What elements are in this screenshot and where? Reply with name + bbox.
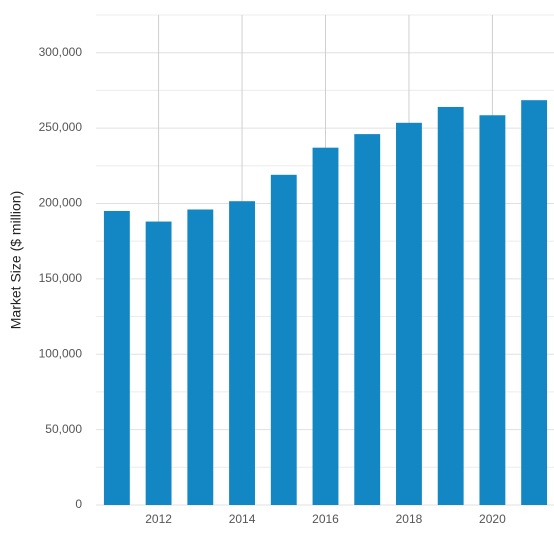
bar bbox=[270, 174, 297, 506]
bar bbox=[145, 221, 172, 506]
bar bbox=[187, 209, 214, 505]
y-tick-label: 50,000 bbox=[45, 422, 82, 436]
x-tick-label: 2016 bbox=[312, 512, 339, 526]
y-tick-label: 200,000 bbox=[39, 196, 83, 210]
y-tick-label: 250,000 bbox=[39, 120, 83, 134]
y-tick-label: 300,000 bbox=[39, 45, 83, 59]
bar bbox=[479, 115, 506, 505]
bar bbox=[437, 106, 464, 505]
bar bbox=[312, 147, 339, 505]
x-tick-label: 2018 bbox=[396, 512, 423, 526]
x-tick-label: 2014 bbox=[229, 512, 256, 526]
x-tick-label: 2012 bbox=[145, 512, 172, 526]
bar bbox=[229, 201, 255, 505]
bar bbox=[521, 100, 548, 505]
bar bbox=[103, 211, 130, 505]
x-tick-label: 2020 bbox=[479, 512, 506, 526]
bar bbox=[396, 122, 422, 506]
y-axis-title: Market Size ($ million) bbox=[8, 191, 24, 329]
y-tick-label: 150,000 bbox=[39, 271, 83, 285]
y-tick-label: 100,000 bbox=[39, 346, 83, 360]
y-tick-label: 0 bbox=[75, 497, 82, 511]
bar bbox=[354, 134, 381, 505]
